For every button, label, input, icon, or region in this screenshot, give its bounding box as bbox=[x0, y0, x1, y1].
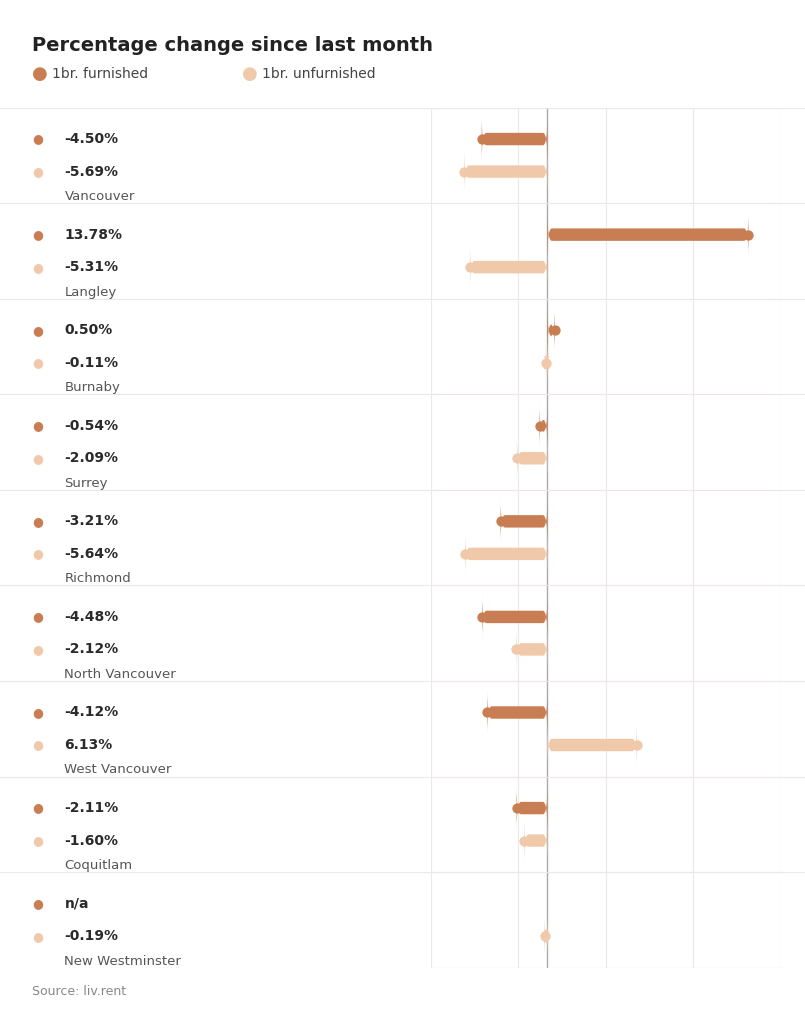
Point bbox=[630, 737, 643, 754]
Text: Richmond: Richmond bbox=[64, 572, 131, 586]
Point bbox=[539, 354, 552, 371]
Point bbox=[494, 513, 507, 529]
Text: Vancouver: Vancouver bbox=[64, 190, 134, 203]
Text: -4.48%: -4.48% bbox=[64, 610, 118, 624]
FancyBboxPatch shape bbox=[517, 785, 547, 830]
Text: ●: ● bbox=[32, 132, 43, 145]
Text: ●: ● bbox=[32, 930, 43, 943]
FancyBboxPatch shape bbox=[482, 595, 547, 639]
Text: -4.50%: -4.50% bbox=[64, 132, 118, 146]
Text: ●: ● bbox=[32, 65, 48, 83]
FancyBboxPatch shape bbox=[547, 308, 555, 352]
Text: -0.19%: -0.19% bbox=[64, 929, 118, 943]
Text: West Vancouver: West Vancouver bbox=[64, 764, 171, 776]
Point bbox=[510, 451, 523, 467]
Text: ●: ● bbox=[32, 897, 43, 910]
Point bbox=[518, 833, 530, 849]
Text: Percentage change since last month: Percentage change since last month bbox=[32, 36, 433, 55]
Text: -5.69%: -5.69% bbox=[64, 165, 118, 178]
Point bbox=[481, 705, 493, 721]
FancyBboxPatch shape bbox=[524, 818, 547, 863]
Text: ●: ● bbox=[32, 261, 43, 273]
FancyBboxPatch shape bbox=[464, 150, 547, 194]
FancyBboxPatch shape bbox=[547, 723, 637, 767]
Text: Burnaby: Burnaby bbox=[64, 381, 120, 394]
FancyBboxPatch shape bbox=[501, 499, 547, 544]
Text: ●: ● bbox=[32, 452, 43, 465]
Text: -2.12%: -2.12% bbox=[64, 642, 118, 656]
Text: ●: ● bbox=[32, 228, 43, 241]
Text: ●: ● bbox=[32, 419, 43, 432]
Text: 13.78%: 13.78% bbox=[64, 227, 122, 242]
Text: -5.64%: -5.64% bbox=[64, 547, 118, 561]
FancyBboxPatch shape bbox=[487, 690, 547, 735]
Point bbox=[742, 226, 755, 243]
Text: Coquitlam: Coquitlam bbox=[64, 859, 133, 872]
Point bbox=[459, 546, 472, 562]
Text: ●: ● bbox=[32, 515, 43, 527]
Point bbox=[510, 641, 523, 657]
Text: ●: ● bbox=[32, 610, 43, 624]
Text: ●: ● bbox=[32, 643, 43, 656]
Point bbox=[539, 928, 551, 944]
FancyBboxPatch shape bbox=[517, 436, 547, 480]
Text: 0.50%: 0.50% bbox=[64, 324, 113, 337]
Text: ●: ● bbox=[32, 802, 43, 814]
Point bbox=[476, 608, 489, 625]
Text: -3.21%: -3.21% bbox=[64, 514, 118, 528]
FancyBboxPatch shape bbox=[547, 212, 749, 257]
Text: ●: ● bbox=[32, 165, 43, 178]
Point bbox=[533, 418, 546, 434]
Text: Surrey: Surrey bbox=[64, 477, 108, 489]
Text: -4.12%: -4.12% bbox=[64, 706, 118, 720]
Point bbox=[464, 259, 477, 275]
FancyBboxPatch shape bbox=[543, 340, 550, 385]
Text: -0.11%: -0.11% bbox=[64, 355, 118, 370]
Text: -2.11%: -2.11% bbox=[64, 801, 118, 815]
Text: ●: ● bbox=[32, 738, 43, 752]
Text: -2.09%: -2.09% bbox=[64, 452, 118, 465]
Text: 1br. unfurnished: 1br. unfurnished bbox=[262, 67, 375, 81]
Text: Source: liv.rent: Source: liv.rent bbox=[32, 985, 126, 998]
FancyBboxPatch shape bbox=[465, 531, 547, 577]
Text: ●: ● bbox=[242, 65, 258, 83]
Text: 6.13%: 6.13% bbox=[64, 738, 113, 752]
Text: 1br. furnished: 1br. furnished bbox=[52, 67, 148, 81]
FancyBboxPatch shape bbox=[543, 913, 549, 958]
Text: North Vancouver: North Vancouver bbox=[64, 668, 176, 681]
Point bbox=[510, 800, 523, 816]
Text: -1.60%: -1.60% bbox=[64, 834, 118, 848]
FancyBboxPatch shape bbox=[481, 117, 547, 162]
Text: ●: ● bbox=[32, 835, 43, 847]
FancyBboxPatch shape bbox=[470, 245, 547, 290]
Text: ●: ● bbox=[32, 548, 43, 560]
Text: Langley: Langley bbox=[64, 286, 117, 299]
Point bbox=[475, 131, 488, 147]
Point bbox=[548, 322, 561, 338]
Text: ●: ● bbox=[32, 706, 43, 719]
Text: New Westminster: New Westminster bbox=[64, 954, 181, 968]
FancyBboxPatch shape bbox=[517, 627, 547, 672]
Text: -0.54%: -0.54% bbox=[64, 419, 118, 433]
Text: n/a: n/a bbox=[64, 897, 89, 910]
Text: ●: ● bbox=[32, 324, 43, 337]
Text: ●: ● bbox=[32, 356, 43, 370]
Text: -5.31%: -5.31% bbox=[64, 260, 118, 274]
Point bbox=[458, 164, 471, 180]
FancyBboxPatch shape bbox=[539, 403, 547, 449]
